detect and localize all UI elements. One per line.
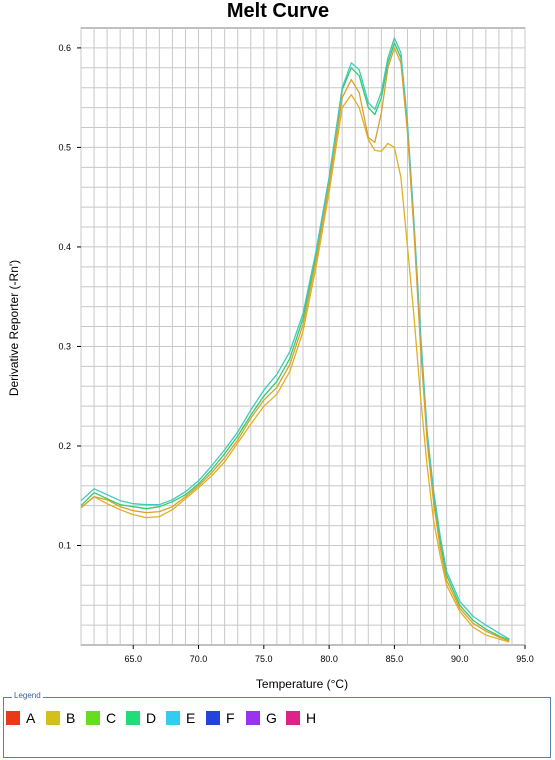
x-axis-label: Temperature (°C) <box>256 677 348 691</box>
legend-item-g: G <box>246 710 286 726</box>
legend-label: F <box>226 710 235 726</box>
legend-swatch <box>246 711 260 725</box>
x-tick-label: 70.0 <box>190 654 208 664</box>
legend-item-f: F <box>206 710 246 726</box>
legend-swatch <box>206 711 220 725</box>
legend-label: C <box>106 710 117 726</box>
axes: 65.0 70.0 75.0 80.0 85.0 90.0 95.0 0.1 0.2 0.3 0.4… <box>58 43 533 664</box>
legend-item-e: E <box>166 710 206 726</box>
legend-label: H <box>306 710 317 726</box>
series-line-b <box>80 94 510 643</box>
x-tick-label: 80.0 <box>320 654 338 664</box>
legend-swatch <box>6 711 20 725</box>
y-tick-label: 0.3 <box>58 341 71 351</box>
x-tick-label: 75.0 <box>255 654 273 664</box>
legend-item-h: H <box>286 710 326 726</box>
legend-item-c: C <box>86 710 126 726</box>
y-axis-label: Derivative Reporter (-Rn') <box>7 260 21 396</box>
legend-label: A <box>26 710 36 726</box>
legend-label: B <box>66 710 76 726</box>
legend-swatch <box>126 711 140 725</box>
y-tick-label: 0.4 <box>58 242 71 252</box>
grid-lines <box>80 28 526 645</box>
legend-swatch <box>286 711 300 725</box>
legend-title: Legend <box>12 691 43 700</box>
legend-swatch <box>166 711 180 725</box>
series-lines <box>80 37 510 643</box>
chart-title: Melt Curve <box>227 0 329 22</box>
y-tick-label: 0.2 <box>58 441 71 451</box>
melt-curve-chart: Melt Curve 65.0 70.0 75.0 80.0 85.0 90.0 95.0 0… <box>7 0 534 691</box>
legend-label: G <box>266 710 277 726</box>
x-tick-label: 90.0 <box>451 654 469 664</box>
legend-label: D <box>146 710 157 726</box>
y-tick-label: 0.6 <box>58 43 71 53</box>
y-tick-label: 0.5 <box>58 142 71 152</box>
x-tick-label: 65.0 <box>124 654 142 664</box>
series-line-c <box>80 47 510 642</box>
legend-item-a: A <box>6 710 46 726</box>
legend-swatch <box>46 711 60 725</box>
x-tick-label: 95.0 <box>516 654 534 664</box>
legend-panel: Legend A B C D E F G H <box>3 691 551 758</box>
legend-items: A B C D E F G H <box>6 710 326 726</box>
y-tick-label: 0.1 <box>58 540 71 550</box>
legend-label: E <box>186 710 196 726</box>
x-tick-label: 85.0 <box>386 654 404 664</box>
legend-swatch <box>86 711 100 725</box>
series-line-e <box>80 37 510 640</box>
legend-item-d: D <box>126 710 166 726</box>
legend-item-b: B <box>46 710 86 726</box>
